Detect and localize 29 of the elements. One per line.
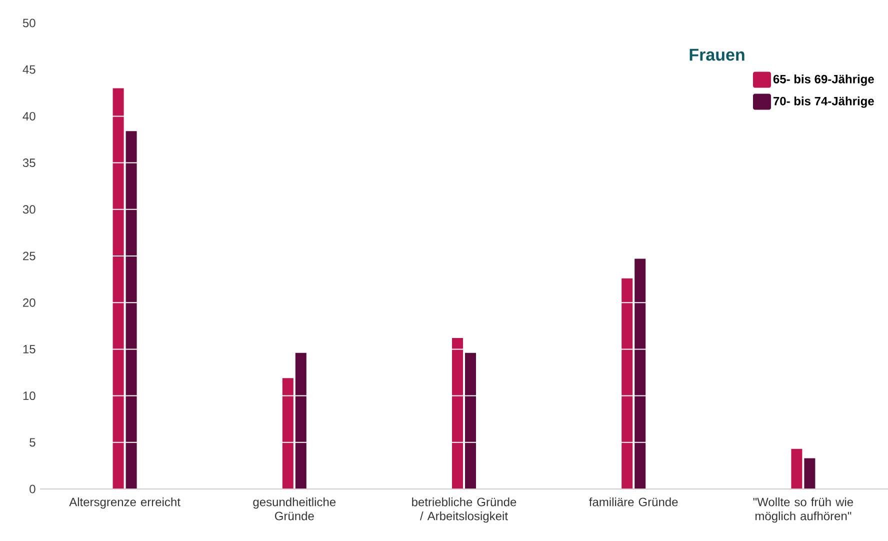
y-tick-label: 25 (23, 252, 36, 260)
legend-title: Frauen (690, 48, 744, 61)
legend-label: 65- bis 69-Jährige (773, 74, 874, 86)
x-tick-label: "Wollte so früh wie möglich aufhören" (753, 497, 854, 523)
y-tick-label: 0 (30, 484, 36, 494)
bar (804, 458, 816, 489)
bar (282, 378, 294, 489)
bar (465, 352, 476, 489)
y-tick-label: 20 (23, 298, 36, 307)
y-tick-label: 15 (23, 345, 36, 354)
bar (112, 88, 124, 489)
legend-label: 70- bis 74-Jährige (773, 96, 874, 108)
x-tick-label: familiäre Gründe (589, 497, 678, 506)
y-tick-label: 10 (23, 392, 36, 400)
y-tick-label: 45 (22, 65, 36, 74)
bar (126, 131, 137, 489)
x-tick-label: Altersgrenze erreicht (69, 497, 180, 509)
bar (791, 448, 802, 489)
y-tick-label: 40 (22, 112, 36, 120)
bar (634, 258, 646, 489)
y-tick-label: 5 (30, 438, 36, 447)
x-tick-label: gesundheitliche Gründe (253, 497, 336, 520)
y-tick-label: 30 (22, 205, 36, 214)
y-tick-label: 35 (22, 158, 36, 168)
y-tick-label: 50 (22, 18, 36, 28)
bar (295, 352, 306, 489)
bar (622, 278, 633, 489)
bar (452, 338, 464, 489)
x-tick-label: betriebliche Gründe / Arbeitslosigkeit (412, 497, 516, 523)
